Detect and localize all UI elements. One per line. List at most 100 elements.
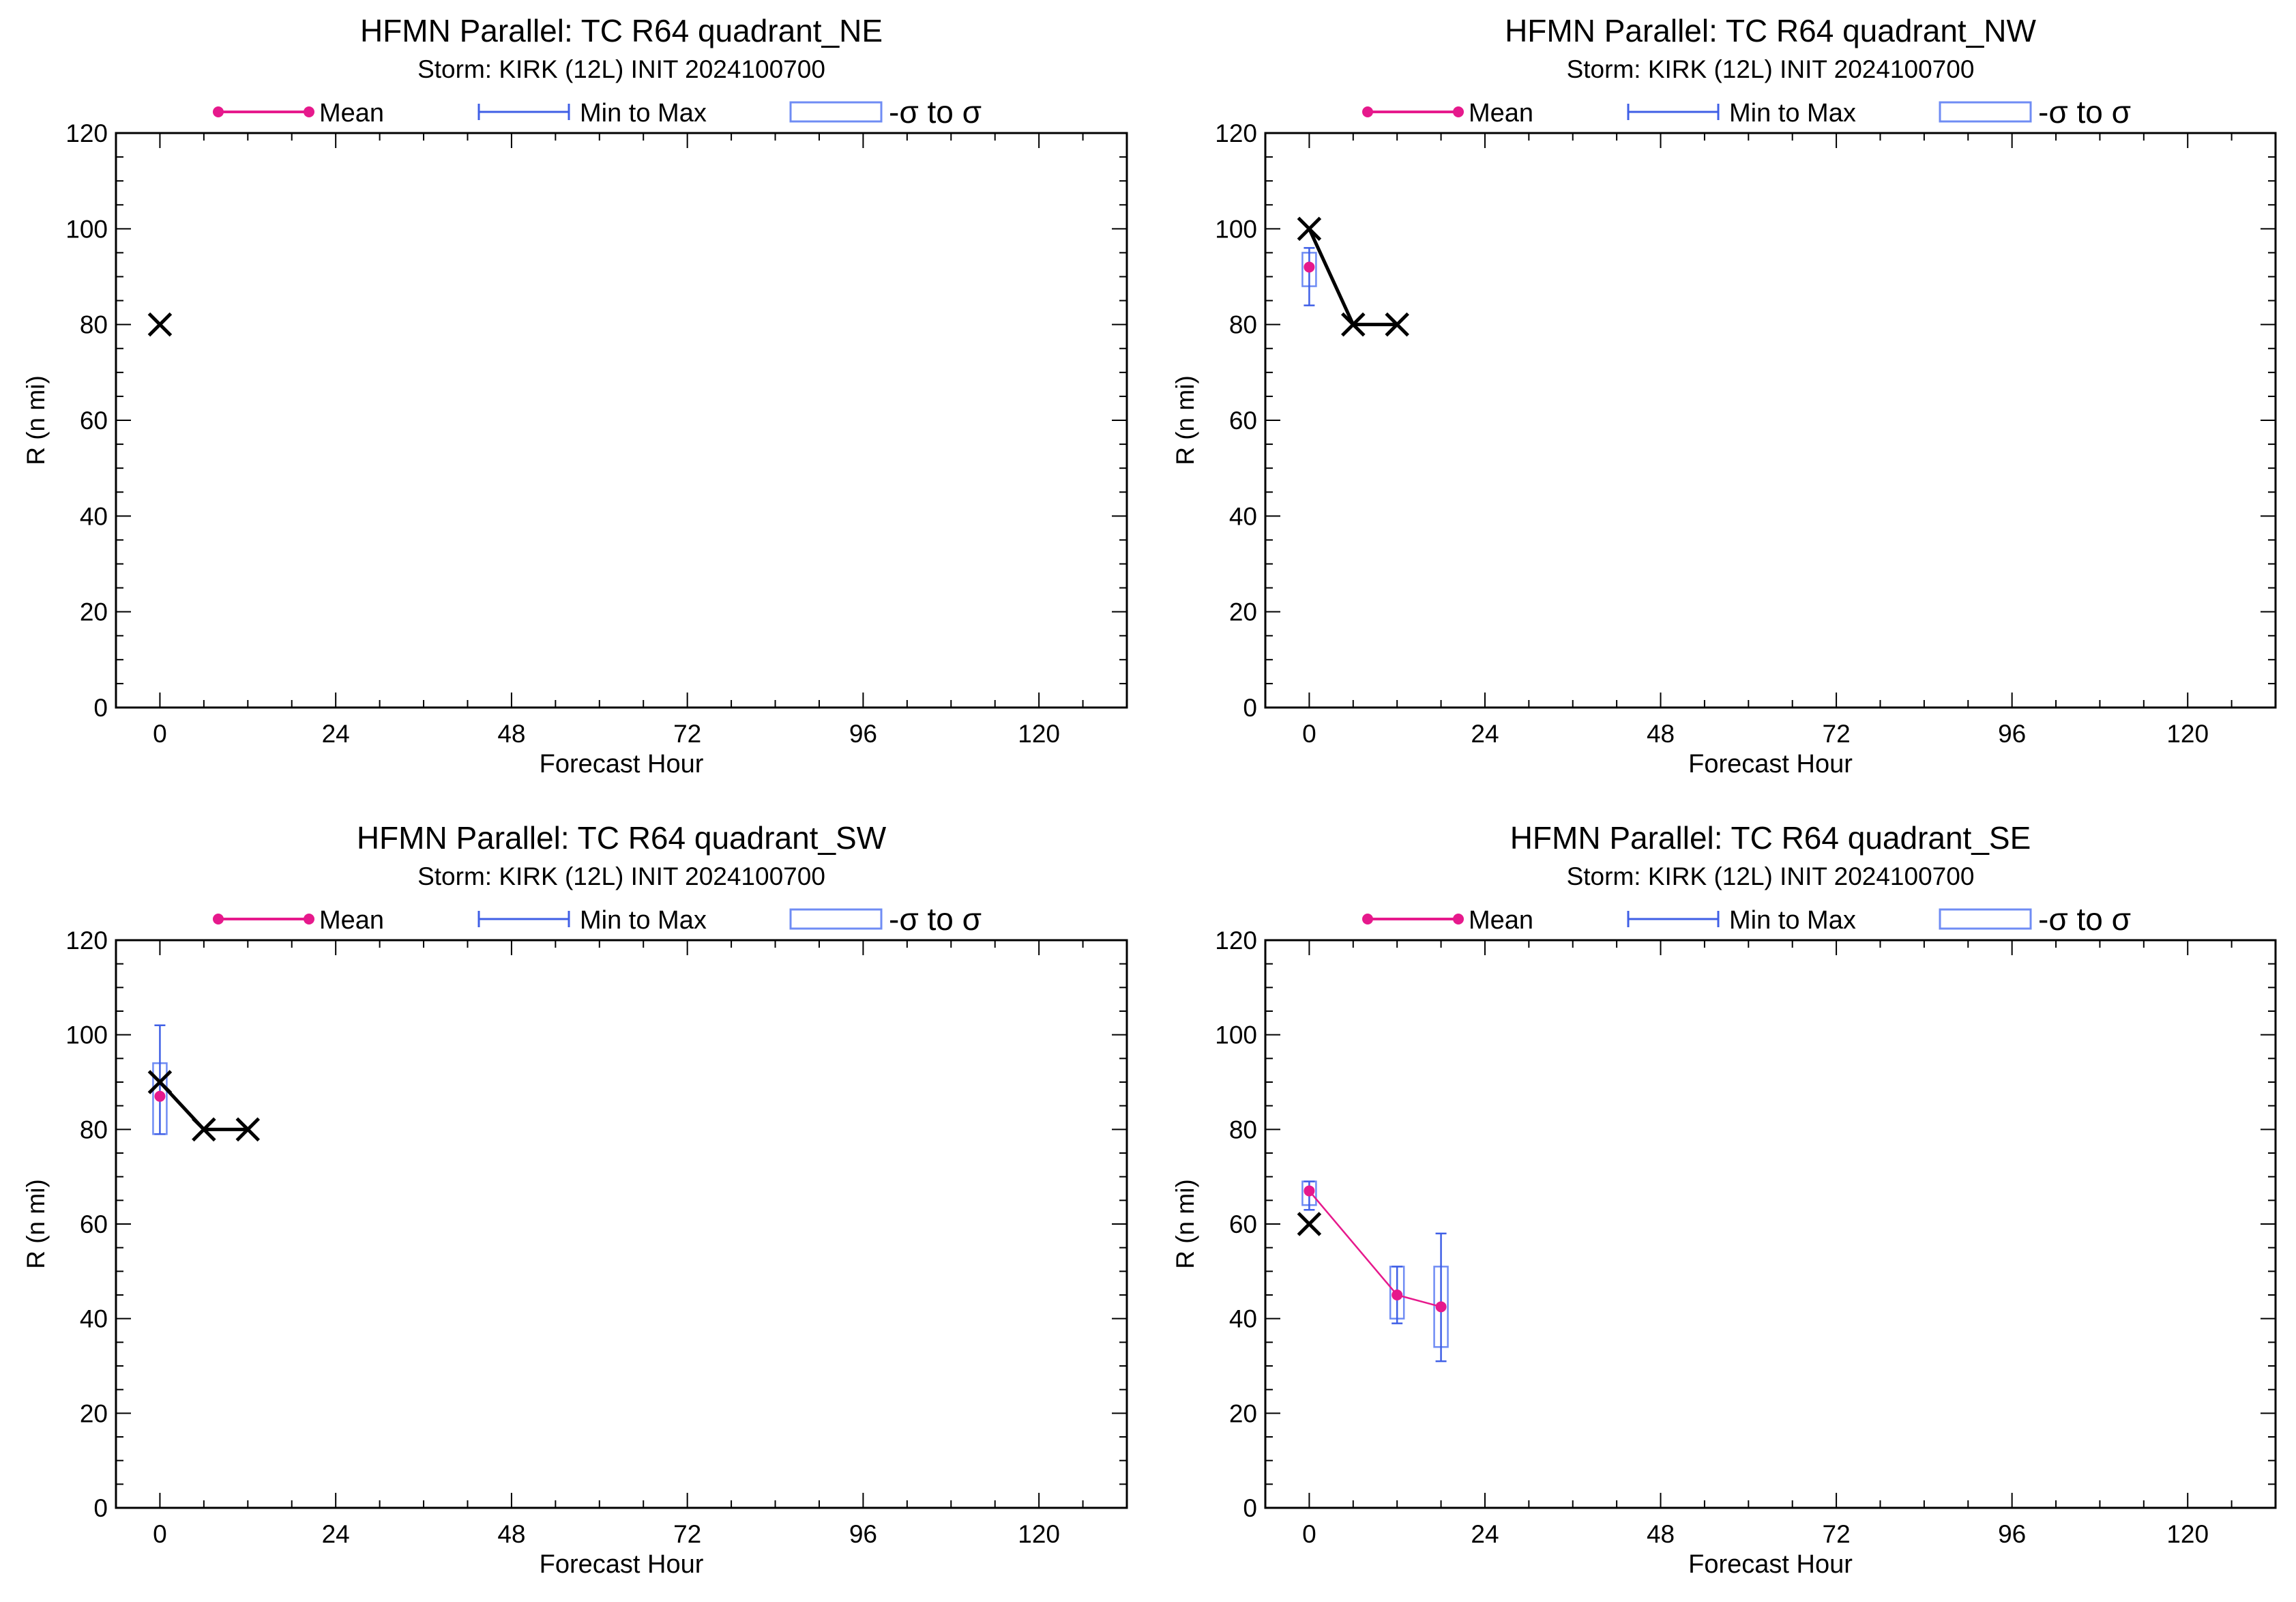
legend-sigma-box: [789, 101, 883, 123]
legend-sigma-label: -σ to σ: [889, 901, 982, 937]
y-axis-label: R (n mi): [1171, 1179, 1199, 1269]
x-tick-label: 0: [153, 1520, 167, 1548]
x-axis-label: Forecast Hour: [1688, 750, 1853, 778]
x-mark-icon: [1385, 312, 1409, 337]
x-tick-label: 48: [1647, 720, 1675, 748]
mean-point: [1304, 1185, 1315, 1197]
observed-x-marker: [147, 1070, 173, 1094]
y-tick-label: 80: [1229, 311, 1257, 339]
x-tick-label: 24: [1471, 1520, 1499, 1548]
chart-legend: Mean Min to Max -σ to σ: [213, 94, 982, 130]
y-tick-label: 100: [1215, 215, 1257, 243]
plot-frame: [115, 132, 1128, 709]
y-axis-label: R (n mi): [1171, 375, 1199, 465]
x-tick-label: 120: [2166, 720, 2209, 748]
chart-title: HFMN Parallel: TC R64 quadrant_NE: [360, 13, 883, 48]
plot-frame: [1264, 132, 2277, 709]
legend-mean-dot-right: [1453, 914, 1464, 924]
legend-mean-dot-left: [1362, 914, 1373, 924]
x-tick-label: 48: [497, 1520, 525, 1548]
x-tick-label: 96: [849, 1520, 877, 1548]
legend-sigma-box: [1939, 101, 2032, 123]
y-tick-label: 20: [1229, 598, 1257, 626]
chart-panel: HFMN Parallel: TC R64 quadrant_NE Storm: …: [22, 13, 1128, 778]
mean-point: [154, 1090, 166, 1102]
x-tick-label: 96: [849, 720, 877, 748]
observed-x-marker: [1297, 1212, 1322, 1236]
chart-title: HFMN Parallel: TC R64 quadrant_NW: [1505, 13, 2036, 48]
y-tick-label: 20: [80, 598, 108, 626]
legend-mean-dot-left: [213, 106, 224, 117]
x-mark-icon: [192, 1117, 216, 1142]
x-tick-label: 24: [322, 720, 350, 748]
y-tick-label: 40: [80, 1305, 108, 1333]
y-tick-label: 100: [1215, 1021, 1257, 1049]
x-tick-label: 96: [1998, 1520, 2026, 1548]
x-mark-icon: [1297, 216, 1322, 242]
x-tick-label: 72: [1823, 720, 1851, 748]
chart-subtitle: Storm: KIRK (12L) INIT 2024100700: [417, 55, 825, 83]
chart-legend: Mean Min to Max -σ to σ: [213, 901, 982, 937]
y-tick-label: 120: [1215, 927, 1257, 955]
legend-range-label: Min to Max: [580, 99, 707, 128]
legend-range-label: Min to Max: [1729, 99, 1856, 128]
x-tick-label: 96: [1998, 720, 2026, 748]
mean-line: [1308, 1190, 1441, 1308]
x-mark-icon: [147, 312, 173, 337]
observed-x-marker: [192, 1117, 216, 1142]
legend-sigma-label: -σ to σ: [2038, 94, 2131, 130]
legend-mean-label: Mean: [1469, 99, 1533, 128]
x-tick-label: 72: [1823, 1520, 1851, 1548]
x-tick-label: 120: [2166, 1520, 2209, 1548]
legend-mean-dot-right: [1453, 106, 1464, 117]
legend-range-label: Min to Max: [1729, 906, 1856, 935]
legend-range-label: Min to Max: [580, 906, 707, 935]
x-tick-label: 24: [322, 1520, 350, 1548]
x-axis-label: Forecast Hour: [1688, 1550, 1853, 1579]
x-tick-label: 48: [1647, 1520, 1675, 1548]
plot-frame: [115, 939, 1128, 1509]
chart-title: HFMN Parallel: TC R64 quadrant_SE: [1510, 820, 2031, 856]
x-mark-icon: [1341, 312, 1366, 337]
y-tick-label: 120: [1215, 119, 1257, 147]
y-tick-label: 60: [1229, 1210, 1257, 1238]
y-tick-label: 20: [1229, 1399, 1257, 1427]
legend-mean-label: Mean: [1469, 906, 1533, 935]
legend-mean-label: Mean: [319, 906, 384, 935]
observed-x-marker: [147, 312, 173, 337]
legend-mean-dot-right: [304, 914, 314, 924]
mean-point: [1304, 261, 1315, 273]
x-mark-icon: [147, 1070, 173, 1094]
y-tick-label: 100: [65, 215, 108, 243]
legend-mean-dot-left: [1362, 106, 1373, 117]
chart-panel: HFMN Parallel: TC R64 quadrant_NW Storm: …: [1171, 13, 2277, 778]
observed-x-marker: [1385, 312, 1409, 337]
mean-point: [1435, 1301, 1447, 1313]
y-tick-label: 60: [80, 1210, 108, 1238]
observed-line: [1308, 228, 1398, 327]
x-mark-icon: [1297, 1212, 1322, 1236]
chart-panel: HFMN Parallel: TC R64 quadrant_SW Storm: …: [22, 820, 1128, 1579]
y-tick-label: 0: [93, 694, 108, 722]
x-tick-label: 72: [673, 720, 701, 748]
legend-sigma-box: [1939, 908, 2032, 930]
chart-subtitle: Storm: KIRK (12L) INIT 2024100700: [1567, 55, 1975, 83]
chart-legend: Mean Min to Max -σ to σ: [1362, 94, 2131, 130]
y-tick-label: 20: [80, 1399, 108, 1427]
y-tick-label: 100: [65, 1021, 108, 1049]
legend-sigma-label: -σ to σ: [2038, 901, 2131, 937]
x-tick-label: 72: [673, 1520, 701, 1548]
legend-mean-dot-left: [213, 914, 224, 924]
legend-sigma-label: -σ to σ: [889, 94, 982, 130]
y-axis-label: R (n mi): [22, 1179, 50, 1269]
legend-mean-dot-right: [304, 106, 314, 117]
y-tick-label: 0: [1243, 694, 1257, 722]
plot-frame: [1264, 939, 2277, 1509]
y-tick-label: 40: [1229, 1305, 1257, 1333]
legend-sigma-box: [789, 908, 883, 930]
x-axis-label: Forecast Hour: [540, 1550, 704, 1579]
observed-x-marker: [1297, 216, 1322, 242]
y-tick-label: 80: [80, 311, 108, 339]
chart-title: HFMN Parallel: TC R64 quadrant_SW: [357, 820, 887, 856]
x-tick-label: 120: [1018, 720, 1060, 748]
